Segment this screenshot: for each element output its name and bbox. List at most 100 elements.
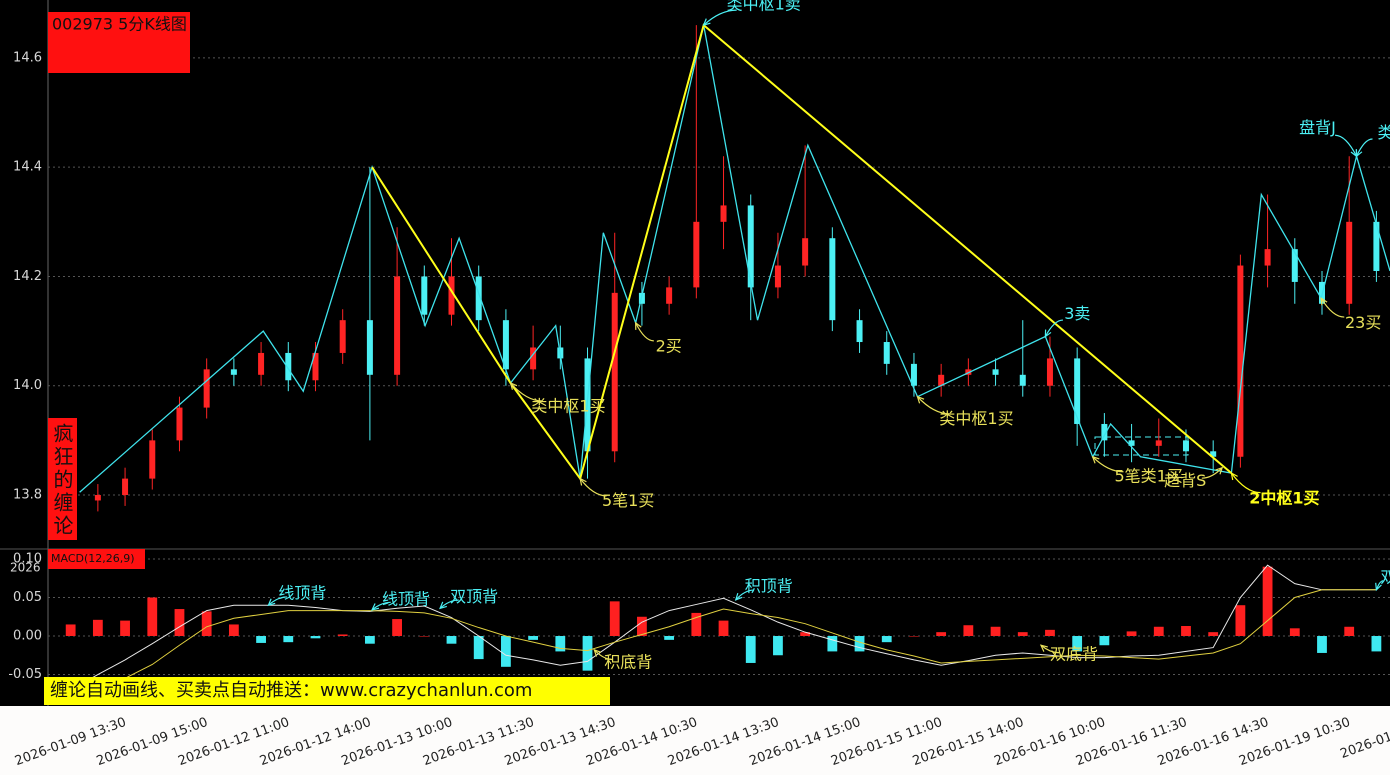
arrow-head <box>916 395 925 404</box>
histogram-bar <box>1289 628 1300 637</box>
histogram-bar <box>1344 626 1355 637</box>
annotation: 盘背J <box>1299 118 1336 137</box>
chart-title: 002973 5分K线图 <box>52 15 187 34</box>
side-label-box <box>48 418 77 540</box>
candle-body <box>1128 440 1135 446</box>
annotation: 积顶背 <box>745 576 793 595</box>
annotation-arrow <box>1320 297 1345 318</box>
arrow-head <box>1320 297 1328 306</box>
arrow-head <box>439 601 447 610</box>
arrow-head <box>593 648 602 657</box>
candle-body <box>938 374 945 386</box>
candle-body <box>1101 423 1108 441</box>
histogram-bar <box>446 636 457 644</box>
histogram-bar <box>256 636 266 643</box>
annotation: 双顶背 <box>450 587 498 606</box>
candle-body <box>394 276 401 375</box>
candle-body <box>475 276 482 321</box>
candle-body <box>666 287 673 304</box>
arrow-head <box>734 592 743 601</box>
annotation: 5笔1买 <box>602 491 654 510</box>
arrow-head <box>509 381 518 390</box>
y-tick-label: 14.2 <box>13 269 42 284</box>
histogram-bar <box>936 632 947 637</box>
histogram-bar <box>881 636 892 643</box>
annotation-arrow <box>1044 319 1063 337</box>
annotation: 趋背S <box>1164 471 1206 490</box>
annotation: 2买 <box>656 336 682 355</box>
annotation: 2中枢1买 <box>1249 489 1319 508</box>
candle-body <box>122 478 129 496</box>
histogram-bar <box>800 632 811 637</box>
arrow-head <box>370 603 380 611</box>
annotation: 线顶背 <box>278 584 326 603</box>
candle-body <box>1074 358 1081 424</box>
arrow-head <box>1215 466 1224 475</box>
annotation-arrow <box>1335 134 1358 157</box>
title-box <box>48 12 190 73</box>
histogram-bar <box>691 612 702 637</box>
histogram-bar <box>609 601 620 637</box>
histogram-bar <box>364 636 375 644</box>
histogram-bar <box>854 636 865 652</box>
histogram-bar <box>1072 636 1083 652</box>
candle-body <box>149 440 156 479</box>
annotation: 5笔类1买 <box>1114 466 1182 485</box>
histogram-bar <box>283 636 294 643</box>
histogram-bar <box>310 636 321 639</box>
candle-body <box>1019 374 1026 386</box>
histogram-bar <box>473 636 484 660</box>
candle-body <box>1264 249 1271 266</box>
candle-body <box>747 205 754 288</box>
y-tick-label: 14.0 <box>13 378 42 393</box>
histogram-bar <box>1317 636 1327 653</box>
histogram-bar <box>827 636 838 652</box>
candle-body <box>502 320 509 370</box>
histogram-bar <box>1235 605 1246 637</box>
candle-body <box>883 342 890 364</box>
histogram-bar <box>528 636 539 640</box>
macd-title-box <box>48 549 145 569</box>
annotation: 类中枢1买 <box>939 409 1013 428</box>
arrow-head <box>635 321 642 330</box>
macd-line <box>70 589 1377 702</box>
candle-body <box>312 352 319 381</box>
annotation-arrow <box>1040 644 1060 654</box>
histogram-bar <box>909 636 919 637</box>
candle-body <box>774 265 781 288</box>
annotation-arrow <box>917 396 950 415</box>
y-tick-label: 14.4 <box>13 160 42 175</box>
candle-body <box>203 369 210 408</box>
annotation-arrow <box>703 9 737 26</box>
candle-body <box>1182 440 1189 452</box>
candle-body <box>1210 451 1217 457</box>
annotation: 23买 <box>1345 313 1381 332</box>
macd-line <box>70 564 1377 691</box>
candle-body <box>802 238 809 266</box>
arrow-head <box>1375 582 1382 592</box>
candle-body <box>856 320 863 343</box>
annotation: 3卖 <box>1064 304 1090 323</box>
histogram-bar <box>1262 566 1273 637</box>
candle-body <box>230 369 237 375</box>
annotation-arrow <box>1230 472 1261 494</box>
candle-body <box>448 276 455 315</box>
arrow-head <box>702 18 711 27</box>
candle-body <box>693 221 700 288</box>
histogram-bar <box>1126 631 1137 637</box>
annotation: 线顶背 <box>382 589 430 608</box>
histogram-bar <box>147 597 158 637</box>
histogram-bar <box>501 636 511 667</box>
annotation-arrow <box>735 589 754 601</box>
background <box>0 0 1390 706</box>
candle-body <box>1046 358 1053 386</box>
histogram-bar <box>392 619 402 637</box>
candle-body <box>339 320 346 353</box>
banner-box <box>44 677 610 705</box>
histogram-bar <box>745 636 756 663</box>
candle-body <box>992 369 999 375</box>
histogram-bar <box>1045 629 1055 637</box>
arrow-head <box>1230 472 1238 481</box>
